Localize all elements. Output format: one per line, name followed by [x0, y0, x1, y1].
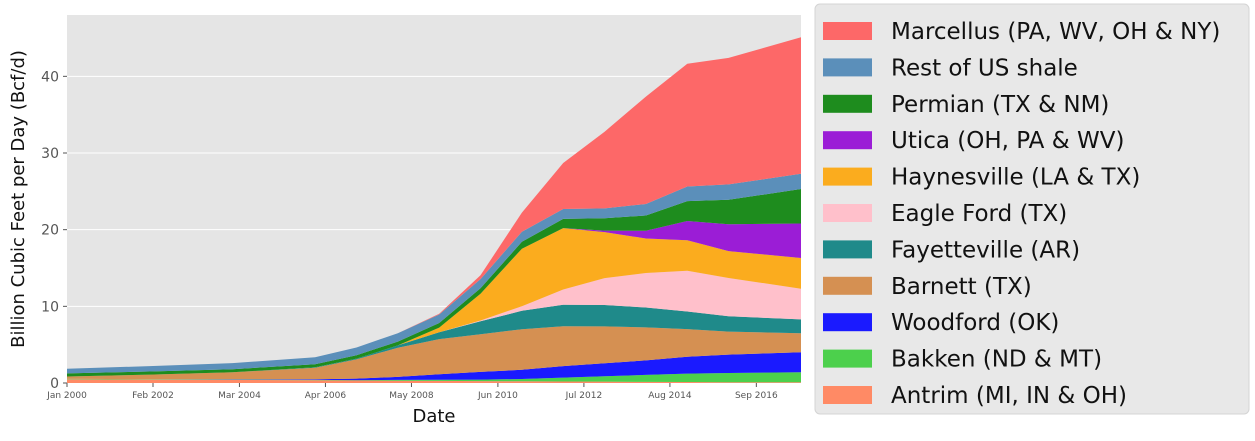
legend-swatch — [823, 58, 872, 77]
x-tick-label: Aug 2014 — [648, 391, 692, 401]
y-tick-label: 20 — [41, 223, 59, 239]
legend-label: Woodford (OK) — [891, 310, 1059, 336]
area-series — [67, 352, 801, 381]
legend-swatch — [823, 313, 872, 332]
y-tick-label: 30 — [41, 146, 59, 162]
legend-label: Fayetteville (AR) — [891, 237, 1080, 263]
legend-label: Marcellus (PA, WV, OH & NY) — [891, 19, 1220, 45]
legend-label: Eagle Ford (TX) — [891, 201, 1067, 227]
x-axis-label: Date — [412, 406, 455, 427]
legend-box — [814, 3, 1250, 415]
x-tick-label: Jan 2000 — [46, 391, 87, 401]
area-series — [67, 228, 801, 377]
legend-label: Permian (TX & NM) — [891, 92, 1109, 118]
x-tick-label: Apr 2006 — [305, 391, 347, 401]
legend-label: Barnett (TX) — [891, 274, 1032, 300]
area-series — [67, 304, 801, 377]
y-tick-label: 0 — [50, 376, 59, 392]
legend-swatch — [823, 22, 872, 40]
x-tick-label: Mar 2004 — [218, 391, 261, 401]
axes: 0 10 20 30 40 Jan 2000 Feb 2002 Mar 2004 Apr 200… — [41, 69, 778, 401]
area-series-layer — [67, 37, 801, 383]
area-series — [67, 173, 801, 374]
legend-label: Rest of US shale — [891, 55, 1078, 81]
legend-label: Antrim (MI, IN & OH) — [891, 383, 1127, 409]
area-series — [67, 221, 801, 377]
legend-swatch — [823, 167, 872, 186]
legend-swatch — [823, 204, 872, 222]
x-tick-label: Feb 2002 — [132, 391, 174, 401]
area-series — [67, 270, 801, 377]
y-tick-label: 40 — [41, 69, 59, 85]
area-series — [67, 379, 801, 383]
x-tick-label: Sep 2016 — [735, 391, 778, 401]
area-series — [67, 37, 801, 369]
area-series — [67, 372, 801, 383]
area-series — [67, 326, 801, 380]
legend-swatch — [823, 240, 872, 259]
area-series — [67, 189, 801, 377]
legend: Marcellus (PA, WV, OH & NY) Rest of US sh… — [814, 3, 1250, 415]
x-tick-label: Jul 2012 — [565, 391, 603, 401]
legend-swatch — [823, 276, 872, 295]
x-tick-label: Jun 2010 — [477, 391, 518, 401]
legend-swatch — [823, 131, 872, 150]
legend-swatch — [823, 349, 872, 368]
x-tick-label: May 2008 — [389, 391, 434, 401]
legend-swatch — [823, 94, 872, 113]
y-axis-label: Billion Cubic Feet per Day (Bcf/d) — [8, 50, 29, 348]
legend-label: Bakken (ND & MT) — [891, 347, 1102, 373]
legend-label: Haynesville (LA & TX) — [891, 165, 1140, 191]
y-tick-label: 10 — [41, 299, 59, 315]
legend-label: Utica (OH, PA & WV) — [891, 128, 1124, 154]
legend-swatch — [823, 386, 872, 404]
